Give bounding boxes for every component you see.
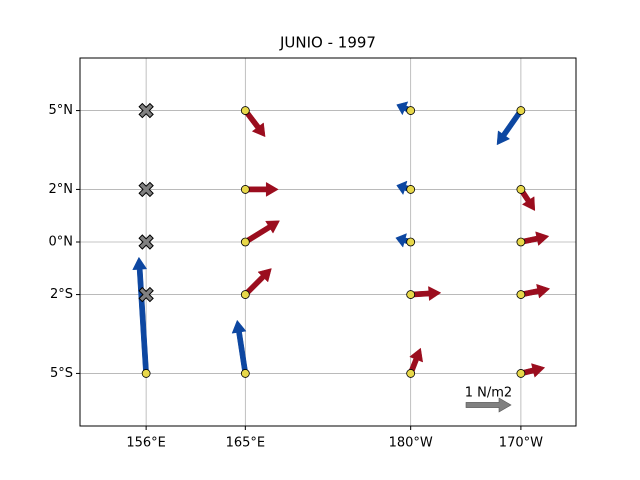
x-tick-label: 170°W (499, 436, 543, 451)
station-marker (516, 369, 526, 378)
missing-marker (138, 286, 154, 303)
vector-arrow (231, 319, 249, 375)
vector-arrow (245, 181, 279, 197)
station-marker (240, 185, 250, 194)
chart-title: JUNIO - 1997 (279, 34, 376, 52)
station-marker (516, 237, 526, 247)
station-marker (406, 290, 416, 299)
missing-marker (138, 181, 154, 198)
station-marker (240, 369, 250, 378)
x-tick-label: 180°W (389, 436, 433, 451)
x-tick-label: 165°E (226, 436, 266, 451)
station-marker (406, 106, 416, 115)
vector-arrow (132, 256, 149, 374)
vector-arrow (243, 268, 272, 297)
y-tick-label: 5°N (49, 103, 74, 118)
y-tick-label: 0°N (49, 235, 74, 250)
station-marker (240, 106, 250, 115)
station-marker (406, 237, 416, 247)
vector-arrow (410, 286, 442, 301)
x-tick-label: 156°E (126, 436, 166, 451)
plot-frame (79, 57, 577, 427)
station-marker (141, 369, 151, 378)
missing-marker (138, 234, 154, 250)
station-marker (240, 237, 250, 247)
station-marker (516, 185, 526, 194)
station-marker (406, 185, 416, 194)
y-tick-label: 2°N (49, 182, 74, 197)
station-marker (516, 106, 526, 115)
station-marker (240, 290, 250, 299)
key-arrow (465, 397, 512, 413)
vector-arrow (243, 220, 280, 245)
y-tick-label: 2°S (50, 287, 73, 302)
station-marker (406, 369, 416, 378)
missing-marker (138, 102, 154, 119)
vector-arrow (496, 108, 524, 146)
station-marker (516, 290, 526, 299)
key-label: 1 N/m2 (465, 386, 512, 401)
y-tick-label: 5°S (50, 366, 73, 381)
